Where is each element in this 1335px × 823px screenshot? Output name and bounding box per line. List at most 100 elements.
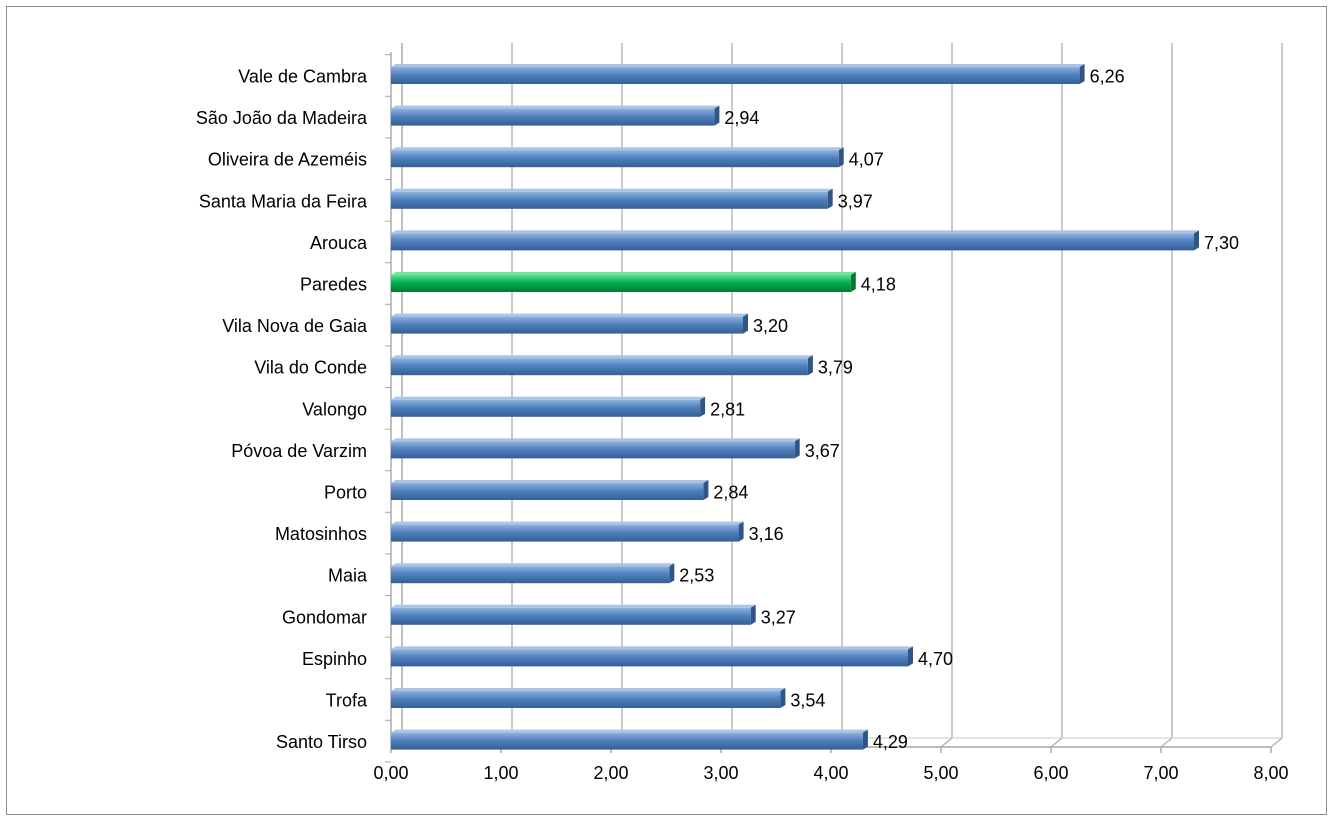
bar-front-face — [391, 524, 739, 542]
bar-front-face — [391, 607, 751, 625]
value-label: 3,79 — [818, 358, 853, 378]
bar-top-face — [391, 646, 913, 650]
value-label: 3,54 — [790, 691, 825, 711]
bar-front-face — [391, 191, 828, 209]
bar-top-face — [391, 480, 709, 483]
bar-top-face — [391, 396, 706, 400]
bar-top-face — [391, 604, 756, 608]
category-label: Santa Maria da Feira — [199, 191, 368, 211]
category-label: Paredes — [300, 275, 367, 295]
bar-front-face — [391, 399, 701, 417]
bar — [391, 563, 675, 584]
bar-top-face — [391, 272, 856, 275]
category-label: Vila do Conde — [254, 358, 367, 378]
bar-end-face — [838, 147, 844, 168]
bar — [391, 313, 748, 334]
bar-chart: 0,00 1,00 2,00 3,00 4,00 5,00 6,00 7,00 8,00 Val… — [196, 43, 1289, 783]
bar — [391, 646, 913, 667]
bar — [391, 396, 706, 417]
bar-top-face — [391, 188, 833, 192]
bar-front-face — [391, 233, 1194, 251]
bar-top-face — [391, 521, 744, 525]
value-label: 7,30 — [1204, 233, 1239, 253]
chart-frame: 0,00 1,00 2,00 3,00 4,00 5,00 6,00 7,00 8,00 Val… — [6, 6, 1327, 815]
bar — [391, 272, 856, 292]
bar-top-face — [391, 438, 800, 442]
value-label: 3,20 — [753, 316, 788, 336]
bar-top-face — [391, 355, 813, 359]
value-label: 4,18 — [861, 275, 896, 295]
category-label: Matosinhos — [275, 524, 367, 544]
bar-end-face — [738, 521, 744, 542]
bar-end-face — [794, 438, 800, 459]
bar — [391, 604, 756, 625]
category-label: Porto — [324, 483, 367, 503]
category-label: Trofa — [326, 691, 368, 711]
bar-front-face — [391, 275, 851, 292]
bar-end-face — [1194, 230, 1199, 251]
category-label: Maia — [328, 566, 368, 586]
category-label: Póvoa de Varzim — [231, 441, 367, 461]
x-tick-label: 5,00 — [923, 763, 958, 783]
bar-top-face — [391, 688, 786, 691]
bar-end-face — [743, 313, 748, 334]
bar — [391, 521, 744, 542]
x-tick-label: 8,00 — [1253, 763, 1288, 783]
x-tick-label: 7,00 — [1143, 763, 1178, 783]
x-tick-label: 1,00 — [483, 763, 518, 783]
bar-top-face — [391, 64, 1085, 67]
bar-end-face — [750, 604, 756, 625]
value-label: 2,53 — [679, 566, 714, 586]
gridline — [1050, 43, 1063, 748]
bar-front-face — [391, 483, 704, 500]
bar — [391, 355, 813, 376]
category-label: Vale de Cambra — [238, 67, 368, 87]
bar-front-face — [391, 441, 795, 459]
bar-end-face — [780, 688, 786, 708]
bar-top-face — [391, 563, 675, 567]
bar-layer — [391, 64, 1199, 750]
x-tick-label: 6,00 — [1033, 763, 1068, 783]
bar-end-face — [669, 563, 675, 584]
bar-front-face — [391, 649, 908, 667]
value-label: 3,27 — [761, 607, 796, 627]
value-label: 3,16 — [749, 524, 784, 544]
bar — [391, 147, 844, 168]
bar — [391, 688, 786, 708]
bar-end-face — [1079, 64, 1085, 84]
value-label: 3,97 — [838, 191, 873, 211]
value-label: 2,84 — [713, 483, 748, 503]
bar-front-face — [391, 150, 839, 168]
bar — [391, 729, 868, 750]
category-label: São João da Madeira — [196, 108, 368, 128]
x-tick-label: 0,00 — [373, 763, 408, 783]
bar-front-face — [391, 108, 715, 126]
bar — [391, 188, 833, 209]
bar — [391, 480, 709, 500]
label-layer: Vale de Cambra 6,26 São João da Madeira 2,9… — [196, 67, 1239, 753]
bar-top-face — [391, 147, 844, 151]
bar-front-face — [391, 566, 670, 584]
category-label: Espinho — [302, 649, 367, 669]
category-label: Valongo — [302, 399, 367, 419]
bar-end-face — [908, 646, 913, 667]
gridline — [940, 43, 953, 748]
value-label: 2,94 — [724, 108, 759, 128]
gridline — [1160, 43, 1173, 748]
bar-end-face — [700, 396, 706, 417]
bar-end-face — [807, 355, 813, 376]
bar-top-face — [391, 729, 868, 733]
bar — [391, 438, 800, 459]
category-label: Santo Tirso — [276, 732, 367, 752]
value-label: 3,67 — [805, 441, 840, 461]
bar — [391, 105, 720, 126]
bar-front-face — [391, 732, 863, 750]
value-label: 6,26 — [1090, 67, 1125, 87]
gridline — [1270, 43, 1283, 748]
bar-top-face — [391, 105, 720, 109]
bar-front-face — [391, 67, 1080, 84]
x-tick-label: 2,00 — [593, 763, 628, 783]
bar-front-face — [391, 358, 808, 376]
bar-top-face — [391, 313, 748, 317]
category-label: Oliveira de Azeméis — [208, 150, 367, 170]
